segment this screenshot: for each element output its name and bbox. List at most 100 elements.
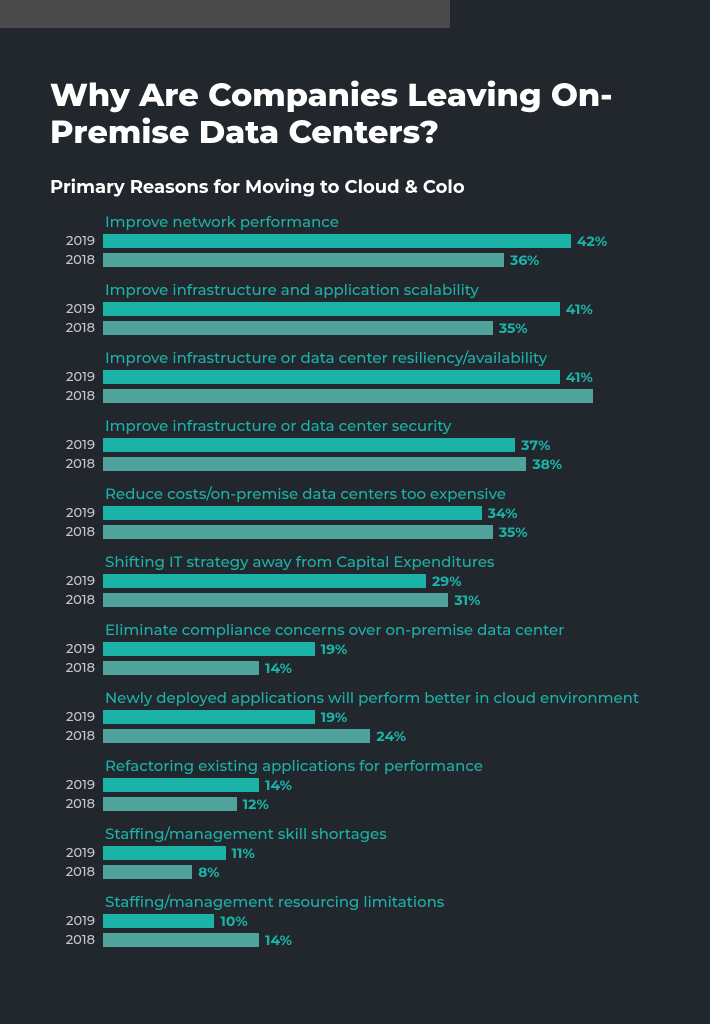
year-label: 2019 [50, 369, 95, 385]
bar-track: 19% [103, 709, 660, 725]
bar [103, 729, 370, 743]
chart-group: Reduce costs/on-premise data centers too… [50, 484, 660, 540]
chart-group: Improve infrastructure or data center re… [50, 348, 660, 404]
bar-row: 2018 35% [50, 524, 660, 540]
bar-row: 2019 41% [50, 369, 660, 385]
chart-group: Improve infrastructure and application s… [50, 280, 660, 336]
bar-row: 201910% [50, 913, 660, 929]
bar-track: 12% [103, 796, 660, 812]
bar [103, 389, 593, 403]
bar-row: 2018 24% [50, 728, 660, 744]
bar-track: 36% [103, 252, 660, 268]
bar [103, 642, 315, 656]
year-label: 2019 [50, 777, 95, 793]
bar-row: 2019 19% [50, 641, 660, 657]
category-label: Refactoring existing applications for pe… [105, 756, 660, 775]
chart-group: Newly deployed applications will perform… [50, 688, 660, 744]
year-label: 2018 [50, 932, 95, 948]
bar [103, 778, 259, 792]
year-label: 2019 [50, 641, 95, 657]
bar-value-label: 35% [499, 523, 528, 541]
bar-value-label: 12% [243, 795, 269, 813]
category-label: Improve infrastructure or data center re… [105, 348, 660, 367]
category-label: Newly deployed applications will perform… [105, 688, 660, 707]
bar [103, 710, 315, 724]
year-label: 2018 [50, 524, 95, 540]
bar-track: 37% [103, 437, 660, 453]
bar-row: 2018 [50, 388, 660, 404]
bar-row: 2018 14% [50, 932, 660, 948]
year-label: 2019 [50, 437, 95, 453]
bar [103, 933, 259, 947]
bar-row: 2018 12% [50, 796, 660, 812]
bar-value-label: 11% [232, 844, 255, 862]
bar [103, 593, 448, 607]
bar-value-label: 36% [510, 251, 539, 269]
chart-group: Staffing/management resourcing limitatio… [50, 892, 660, 948]
bar-value-label: 37% [521, 436, 550, 454]
bar-track: 31% [103, 592, 660, 608]
bar-track: 11% [103, 845, 660, 861]
bar-chart: Improve network performance 2019 42% 2018 36… [50, 212, 660, 948]
bar-row: 201929% [50, 573, 660, 589]
bar [103, 506, 482, 520]
bar-row: 2018 8% [50, 864, 660, 880]
year-label: 2018 [50, 252, 95, 268]
bar-value-label: 14% [265, 931, 292, 949]
year-label: 2019 [50, 505, 95, 521]
bar-row: 2018 38% [50, 456, 660, 472]
chart-group: Staffing/management skill shortages 2019 1… [50, 824, 660, 880]
year-label: 2018 [50, 388, 95, 404]
bar-value-label: 8% [198, 863, 219, 881]
year-label: 2018 [50, 728, 95, 744]
bar-track: 14% [103, 660, 660, 676]
bar [103, 914, 214, 928]
chart-group: Refactoring existing applications for pe… [50, 756, 660, 812]
bar [103, 661, 259, 675]
bar [103, 370, 560, 384]
bar-track: 35% [103, 320, 660, 336]
category-label: Improve network performance [105, 212, 660, 231]
bar-track: 38% [103, 456, 660, 472]
chart-group: Improve infrastructure or data center se… [50, 416, 660, 472]
bar-track: 14% [103, 932, 660, 948]
bar-value-label: 41% [566, 300, 593, 318]
bar-value-label: 42% [577, 232, 607, 250]
bar-value-label: 19% [321, 640, 348, 658]
category-label: Improve infrastructure and application s… [105, 280, 660, 299]
category-label: Staffing/management resourcing limitatio… [105, 892, 660, 911]
bar-track: 10% [103, 913, 660, 929]
chart-subtitle: Primary Reasons for Moving to Cloud & Co… [50, 176, 660, 198]
top-bar [0, 0, 450, 28]
bar-value-label: 24% [376, 727, 406, 745]
bar-value-label: 19% [321, 708, 348, 726]
bar-value-label: 31% [454, 591, 480, 609]
bar-row: 2018 36% [50, 252, 660, 268]
category-label: Staffing/management skill shortages [105, 824, 660, 843]
bar-row: 201941% [50, 301, 660, 317]
bar-row: 2018 31% [50, 592, 660, 608]
bar-row: 2019 42% [50, 233, 660, 249]
bar [103, 865, 192, 879]
chart-group: Shifting IT strategy away from Capital E… [50, 552, 660, 608]
bar [103, 457, 526, 471]
category-label: Reduce costs/on-premise data centers too… [105, 484, 660, 503]
year-label: 2018 [50, 660, 95, 676]
bar-value-label: 41% [566, 368, 593, 386]
bar-track: 41% [103, 369, 660, 385]
bar [103, 797, 237, 811]
bar-track: 35% [103, 524, 660, 540]
bar-track: 34% [103, 505, 660, 521]
year-label: 2019 [50, 845, 95, 861]
year-label: 2018 [50, 456, 95, 472]
year-label: 2018 [50, 592, 95, 608]
year-label: 2018 [50, 864, 95, 880]
year-label: 2018 [50, 796, 95, 812]
bar-value-label: 34% [488, 504, 518, 522]
bar-value-label: 14% [265, 659, 292, 677]
category-label: Shifting IT strategy away from Capital E… [105, 552, 660, 571]
bar [103, 321, 493, 335]
page-title: Why Are Companies Leaving On-Premise Dat… [50, 78, 660, 152]
year-label: 2019 [50, 233, 95, 249]
bar-value-label: 14% [265, 776, 292, 794]
